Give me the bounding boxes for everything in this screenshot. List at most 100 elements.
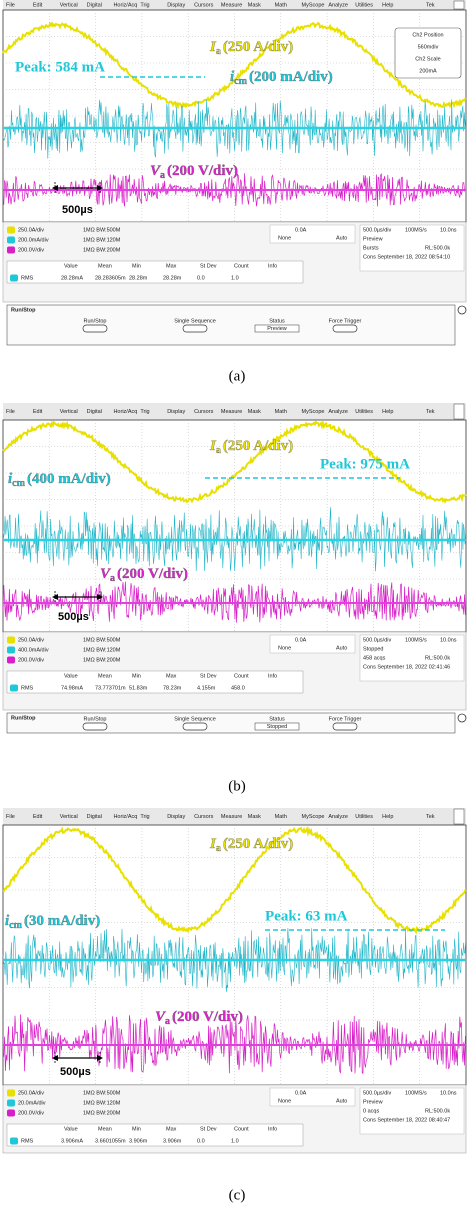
trigger-level: 0.0A — [295, 227, 307, 233]
control-bar — [6, 712, 456, 734]
caption: (a) — [229, 368, 246, 384]
button[interactable] — [82, 722, 108, 731]
measurement-header: Count — [234, 1126, 249, 1132]
menu-item: Horiz/Acq — [113, 2, 137, 8]
menu-item: Vertical — [60, 2, 78, 8]
measurement-label: RMS — [21, 685, 34, 691]
time-label: 500µs — [62, 204, 93, 216]
menu-item: Help — [382, 814, 393, 820]
button[interactable] — [182, 324, 208, 333]
channel-badge — [7, 646, 15, 654]
menu-item: Trig — [140, 814, 149, 820]
channel-badge — [7, 1099, 15, 1107]
horizontal-scale: 500.0µs/div — [363, 227, 391, 233]
measurement-value: 73.773701m — [95, 685, 126, 691]
menu-item: Mask — [248, 814, 261, 820]
trace-label: Ia (250 A/div) — [209, 39, 293, 57]
label-symbol: i — [230, 69, 235, 85]
status-box — [254, 722, 300, 731]
trace-label: icm (30 mA/div) — [5, 913, 100, 931]
measurement-header: Count — [234, 263, 249, 269]
channel-coupling: 1MΩ BW:120M — [83, 647, 121, 653]
channel-coupling: 1MΩ BW:500M — [83, 637, 121, 643]
status-value: Preview — [267, 326, 287, 332]
measurement-header: Info — [268, 1126, 277, 1132]
label-subscript: cm — [9, 920, 22, 931]
menu-item: Math — [275, 814, 287, 820]
menu-item: Edit — [33, 409, 43, 415]
label-subscript: a — [216, 46, 221, 57]
resolution: 10.0ns — [440, 1090, 457, 1096]
status-value: Stopped — [267, 724, 288, 730]
measurement-value: 74.98mA — [61, 685, 83, 691]
menu-item: Math — [275, 409, 287, 415]
channel-badge — [7, 236, 15, 244]
menu-item: Utilities — [355, 2, 373, 8]
measurement-header: St Dev — [200, 263, 217, 269]
measurement-header: Info — [268, 673, 277, 679]
current-waveform — [2, 419, 467, 504]
measurement-header: St Dev — [200, 1126, 217, 1132]
channel-badge — [7, 1089, 15, 1097]
trace-label: Ia (250 A/div) — [209, 438, 293, 456]
scope-panel: File Edit Vertical Digital Horiz/Acq Trig Disp… — [2, 0, 467, 384]
label-scale: (400 mA/div) — [27, 471, 111, 487]
button[interactable] — [182, 722, 208, 731]
trigger-level: 0.0A — [295, 1090, 307, 1096]
menu-item: Math — [275, 2, 287, 8]
button-label: Run/Stop — [84, 716, 107, 722]
menu-item: Cursors — [194, 409, 214, 415]
menu-item: Trig — [140, 2, 149, 8]
acq-count: Bursts — [363, 245, 379, 251]
menu-item: Vertical — [60, 814, 78, 820]
menu-item: File — [6, 2, 15, 8]
measurement-header: Max — [166, 263, 177, 269]
measurement-header: Min — [132, 673, 141, 679]
acq-count: 0 acqs — [363, 1108, 379, 1114]
channel-badge — [7, 226, 15, 234]
channel-badge — [10, 684, 18, 692]
run-stop-title: Run/Stop — [11, 307, 36, 313]
menu-bar — [3, 808, 466, 825]
channel-coupling: 1MΩ BW:200M — [83, 657, 121, 663]
label-subscript: a — [110, 573, 115, 584]
trigger-auto: Auto — [336, 235, 347, 241]
menu-item: File — [6, 814, 15, 820]
measurement-header: Count — [234, 673, 249, 679]
measurement-value: 51.83m — [129, 685, 148, 691]
menu-item: Edit — [33, 814, 43, 820]
label-subscript: a — [160, 170, 165, 181]
measurement-header: Value — [64, 263, 78, 269]
close-button — [453, 403, 465, 420]
acq-state: Stopped — [363, 646, 384, 652]
channel-coupling: 1MΩ BW:200M — [83, 1110, 121, 1116]
button-label: Single Sequence — [174, 318, 216, 324]
horizontal-scale: 500.0µs/div — [363, 637, 391, 643]
voltage-waveform — [2, 173, 466, 207]
button[interactable] — [82, 324, 108, 333]
trigger-level: 0.0A — [295, 637, 307, 643]
measurement-value: 3.906m — [163, 1138, 182, 1144]
channel-scale: 200.0V/div — [18, 657, 44, 663]
close-icon — [457, 305, 467, 315]
peak-label: Peak: 63 mA — [265, 908, 348, 924]
trigger-auto: Auto — [336, 645, 347, 651]
measurement-label: RMS — [21, 1138, 34, 1144]
measurement-value: 3.906mA — [61, 1138, 83, 1144]
run-stop-title: Run/Stop — [11, 715, 36, 721]
menu-item: Help — [382, 409, 393, 415]
record-length: RL:500.0k — [425, 245, 450, 251]
current-waveform — [2, 21, 467, 110]
button[interactable] — [332, 324, 358, 333]
channel-scale: 200.0mA/div — [18, 237, 49, 243]
menu-item: Display — [167, 814, 185, 820]
button[interactable] — [332, 722, 358, 731]
menu-item: Measure — [221, 409, 242, 415]
scope-panel: File Edit Vertical Digital Horiz/Acq Trig Disp… — [2, 808, 467, 1203]
menu-item: Analyze — [328, 2, 348, 8]
label-scale: (200 V/div) — [117, 566, 188, 582]
menu-item: Display — [167, 409, 185, 415]
channel-badge — [7, 1109, 15, 1117]
channel-coupling: 1MΩ BW:120M — [83, 1100, 121, 1106]
current-waveform — [2, 826, 467, 935]
